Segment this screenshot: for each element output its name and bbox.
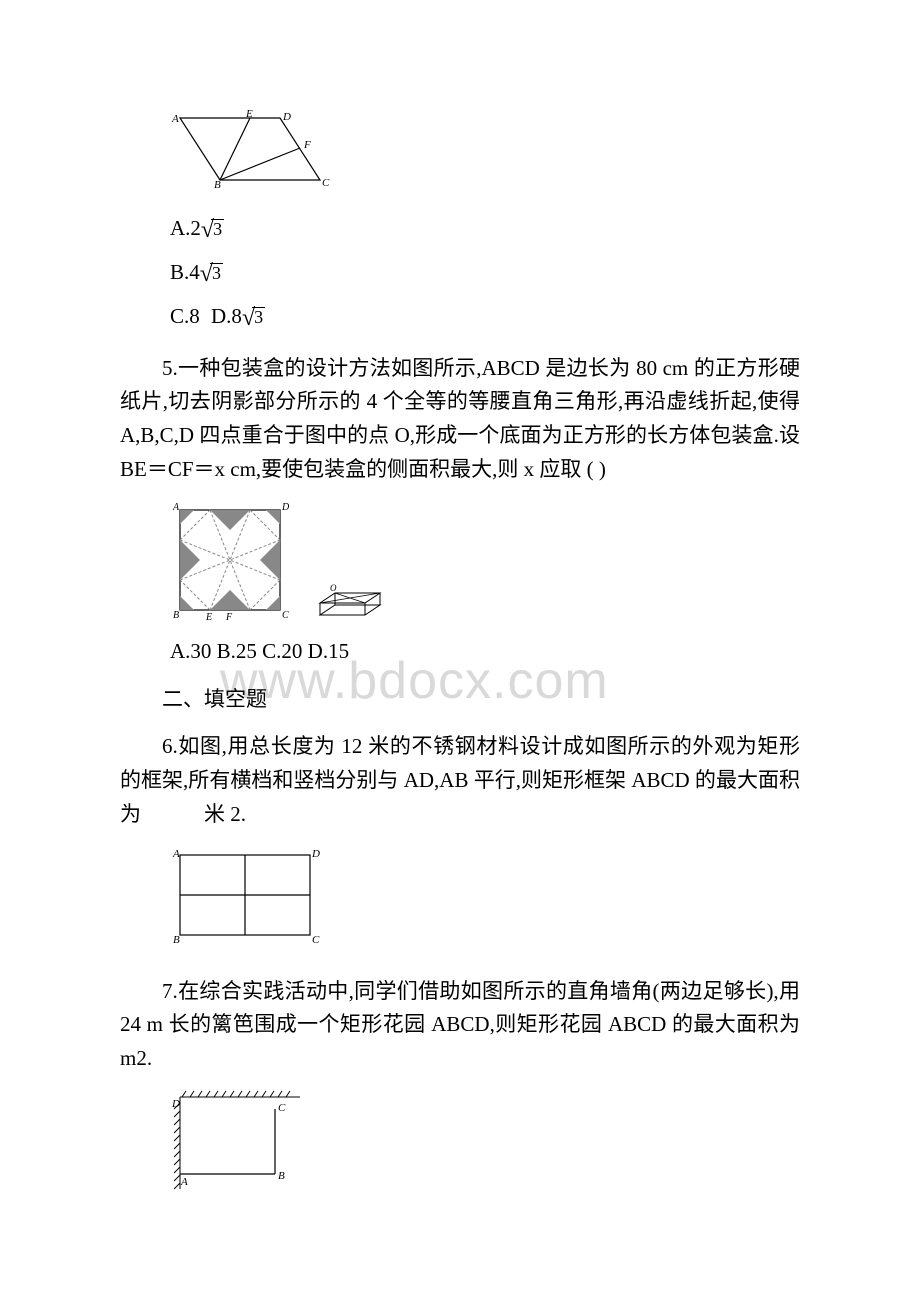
svg-text:A: A [172, 502, 180, 513]
svg-text:F: F [225, 612, 233, 623]
svg-text:D: D [311, 848, 320, 860]
q7-figure: D C A B [170, 1089, 800, 1205]
section2-title: 二、填空题 [120, 683, 800, 717]
q4-figure: A E D F C B [170, 110, 800, 201]
svg-text:E: E [205, 612, 212, 623]
svg-text:B: B [173, 934, 180, 946]
svg-text:A: A [180, 1176, 188, 1188]
svg-text:B: B [173, 610, 179, 621]
svg-text:C: C [322, 177, 330, 189]
svg-text:A: A [172, 848, 180, 860]
svg-text:C: C [312, 934, 320, 946]
svg-text:E: E [245, 110, 253, 120]
q4-option-b: B.4√3 [170, 255, 800, 293]
svg-text:C: C [278, 1102, 286, 1114]
svg-text:D: D [282, 111, 291, 123]
q4-option-b-prefix: B.4 [170, 260, 200, 284]
q5-options: A.30 B.25 C.20 D.15 [170, 635, 800, 669]
svg-text:O: O [330, 583, 337, 593]
svg-text:F: F [303, 139, 311, 151]
q7-text: 7.在综合实践活动中,同学们借助如图所示的直角墙角(两边足够长),用 24 m … [120, 975, 800, 1076]
svg-text:D: D [281, 502, 290, 513]
svg-text:B: B [278, 1170, 285, 1182]
q4-option-a-prefix: A.2 [170, 216, 201, 240]
q6-figure: A D B C [170, 845, 800, 961]
q4-option-a: A.2√3 [170, 211, 800, 249]
svg-text:A: A [171, 113, 179, 125]
q4-option-d-prefix: D.8 [211, 304, 242, 328]
q6-text: 6.如图,用总长度为 12 米的不锈钢材料设计成如图所示的外观为矩形的框架,所有… [120, 730, 800, 831]
q5-text: 5.一种包装盒的设计方法如图所示,ABCD 是边长为 80 cm 的正方形硬纸片… [120, 352, 800, 486]
svg-text:B: B [214, 179, 221, 190]
q4-option-c-prefix: C.8 [170, 304, 200, 328]
q4-option-cd: C.8 D.8√3 [170, 299, 800, 337]
q5-figure: A D B E F C O [170, 500, 800, 625]
svg-text:C: C [282, 610, 289, 621]
svg-text:D: D [171, 1098, 180, 1110]
